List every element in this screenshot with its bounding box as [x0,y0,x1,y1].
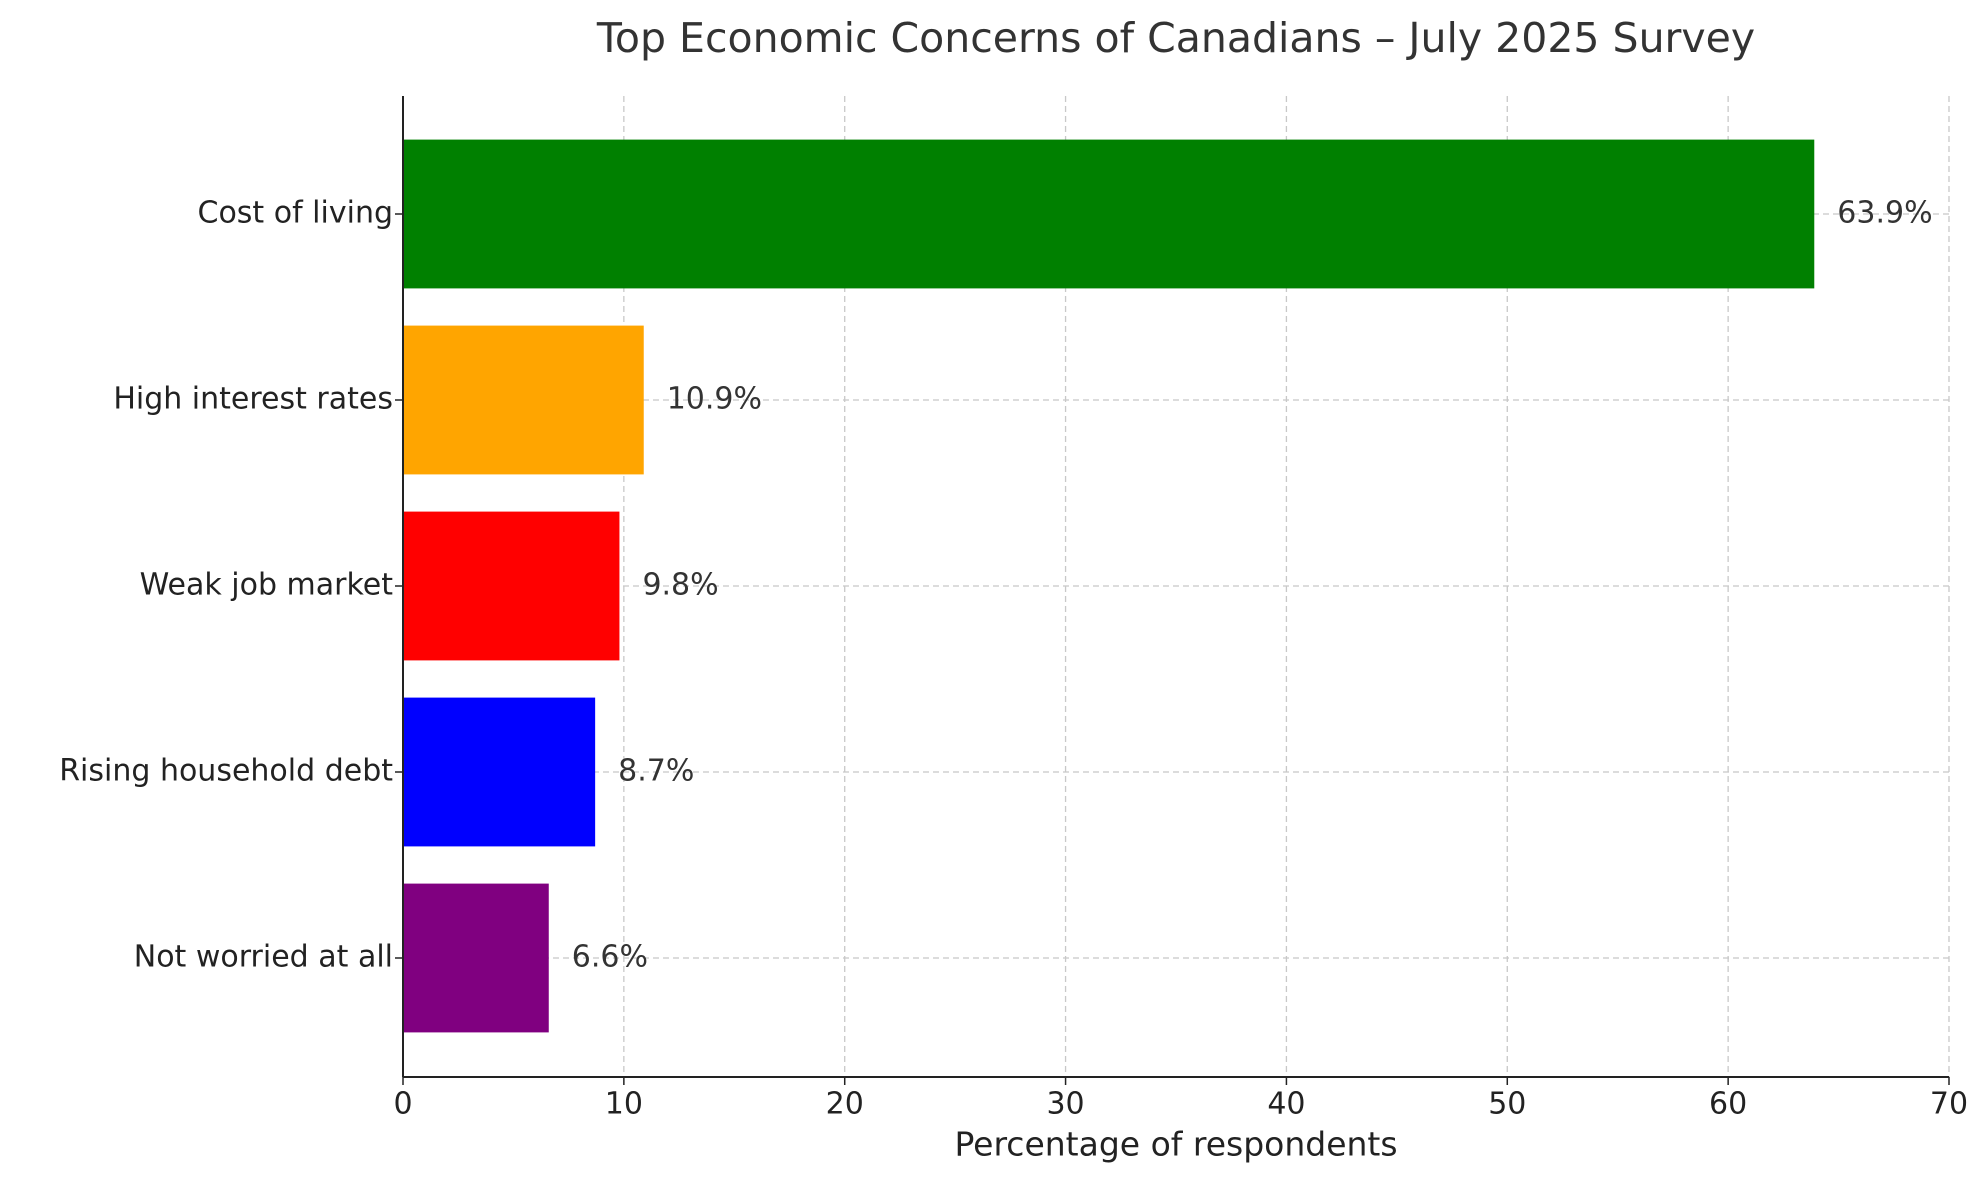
bar [403,883,549,1033]
bar [403,511,620,661]
y-tick-label: Rising household debt [59,754,393,789]
x-axis-label: Percentage of respondents [954,1125,1397,1164]
value-label: 8.7% [618,754,694,789]
value-label: 9.8% [642,568,718,603]
value-label: 63.9% [1837,196,1932,231]
y-tick-label: High interest rates [113,382,393,417]
bar [403,325,644,475]
x-tick-label: 30 [1046,1087,1084,1122]
y-tick-label: Weak job market [140,568,394,603]
x-tick-label: 50 [1488,1087,1526,1122]
x-tick-label: 70 [1930,1087,1968,1122]
bar [403,139,1815,289]
chart-title: Top Economic Concerns of Canadians – Jul… [596,14,1755,62]
value-label: 6.6% [572,940,648,975]
bar [403,697,596,847]
x-tick-label: 20 [826,1087,864,1122]
y-tick-label: Not worried at all [134,940,393,975]
x-tick-label: 0 [393,1087,412,1122]
x-tick-label: 60 [1709,1087,1747,1122]
y-tick-label: Cost of living [198,196,394,231]
x-tick-label: 40 [1267,1087,1305,1122]
x-tick-label: 10 [605,1087,643,1122]
value-label: 10.9% [667,382,762,417]
